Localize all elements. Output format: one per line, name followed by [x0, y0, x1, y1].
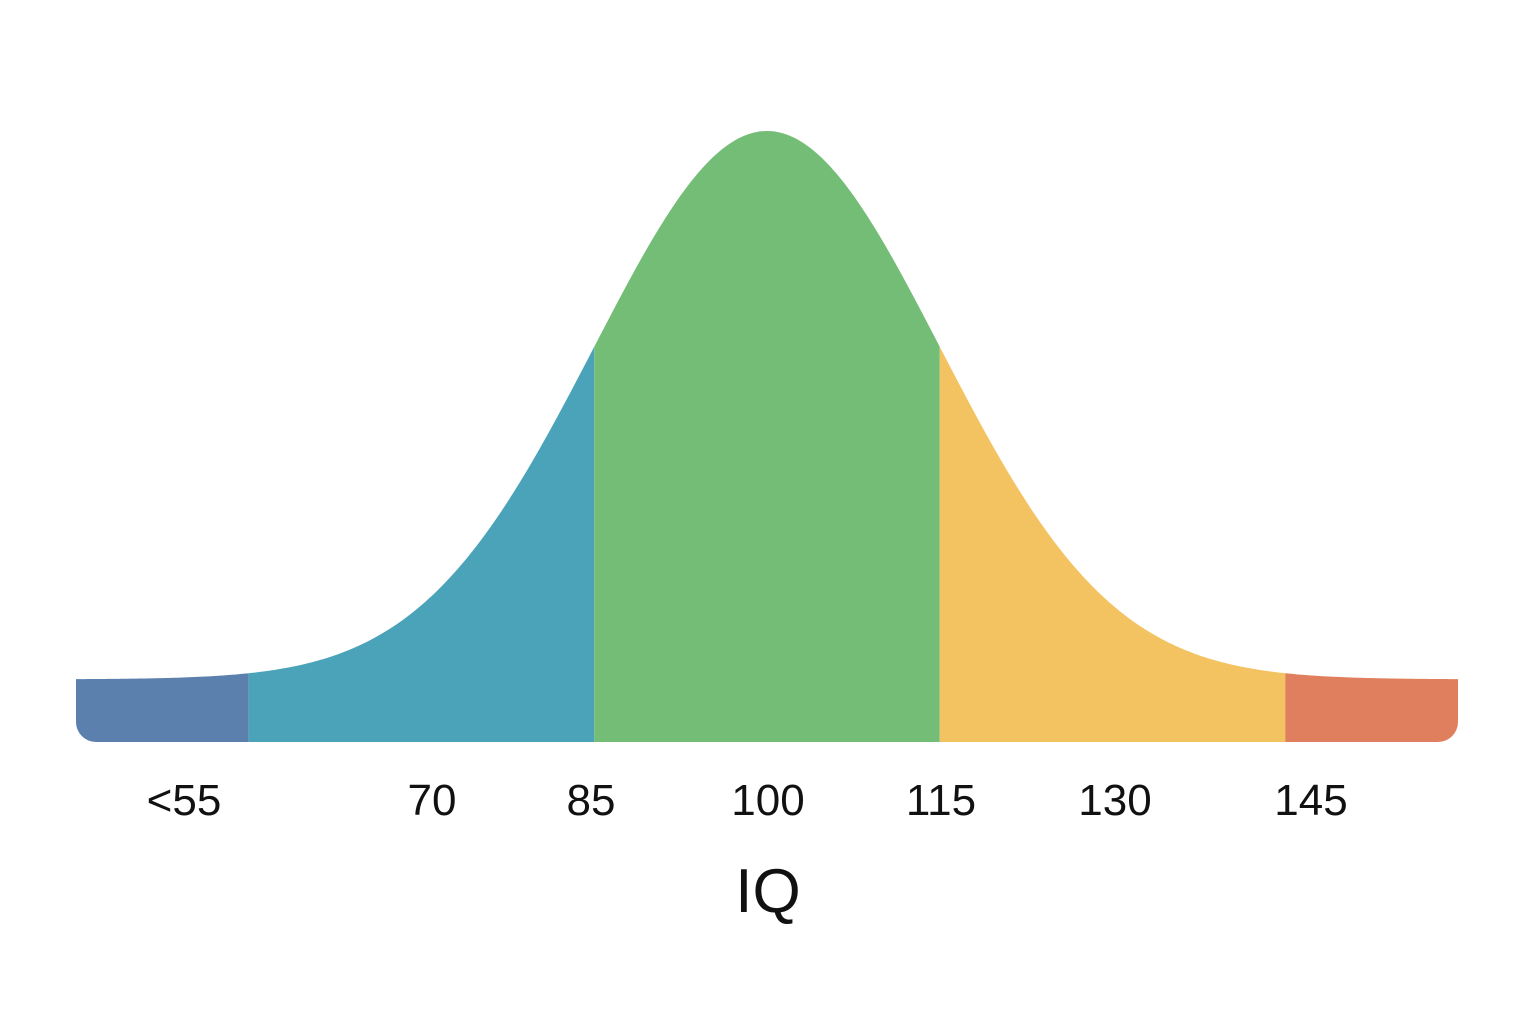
band-40-55 — [76, 673, 249, 742]
x-axis-ticks: <55 70 85 100 115 130 145 — [147, 776, 1348, 825]
tick-label-70: 70 — [408, 776, 457, 825]
tick-label-145: 145 — [1274, 776, 1347, 825]
band-55-85 — [248, 346, 595, 742]
band-145-160 — [1285, 673, 1458, 742]
band-85-115 — [594, 131, 940, 742]
tick-label-100: 100 — [731, 776, 804, 825]
tick-label-130: 130 — [1078, 776, 1151, 825]
band-115-145 — [939, 346, 1286, 742]
tick-label-47: <55 — [147, 776, 222, 825]
tick-label-115: 115 — [906, 776, 976, 825]
distribution-bands — [76, 131, 1458, 742]
x-axis-label: IQ — [735, 857, 800, 926]
tick-label-85: 85 — [567, 776, 616, 825]
